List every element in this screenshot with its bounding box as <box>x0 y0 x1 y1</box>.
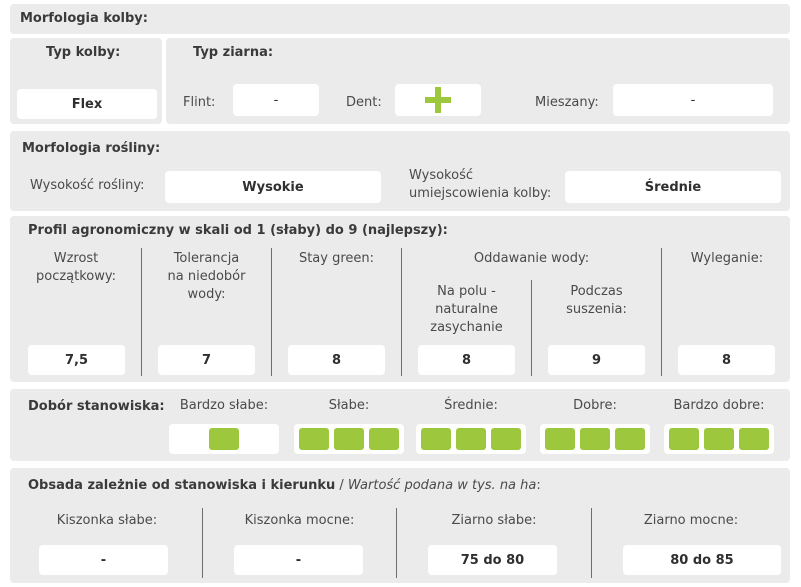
dobor-title: Dobór stanowiska: <box>28 399 165 414</box>
dobor-rating-srednie <box>416 424 526 454</box>
morfologia-rosliny-title: Morfologia rośliny: <box>22 141 160 156</box>
profil-value-wyleganie: 8 <box>678 345 775 375</box>
dobor-rating-slabe <box>294 424 404 454</box>
profil-label-podczas-suszenia: Podczas <box>532 284 661 299</box>
obsada-title-colon: : <box>536 478 540 493</box>
rating-square <box>580 428 610 450</box>
obsada-value-kiszonka-slabe: - <box>39 545 168 575</box>
dobor-rating-bardzo-slabe <box>169 424 279 454</box>
obsada-value-kiszonka-mocne: - <box>234 545 363 575</box>
obsada-label-ziarno-slabe: Ziarno słabe: <box>397 513 591 528</box>
obsada-label-kiszonka-mocne: Kiszonka mocne: <box>203 513 396 528</box>
profil-label-tolerancja: na niedobór <box>142 269 271 284</box>
dent-value <box>395 84 481 116</box>
profil-label-stay-green: Stay green: <box>272 251 401 266</box>
profil-divider <box>141 248 142 376</box>
rating-square <box>615 428 645 450</box>
dobor-label-bardzo-dobre: Bardzo dobre: <box>659 398 779 413</box>
rating-square <box>369 428 399 450</box>
profil-label-wzrost: Wzrost <box>12 251 140 266</box>
obsada-label-ziarno-mocne: Ziarno mocne: <box>592 513 790 528</box>
rating-square <box>704 428 734 450</box>
dobor-rating-dobre <box>540 424 650 454</box>
dobor-rating-bardzo-dobre <box>664 424 774 454</box>
mieszany-label: Mieszany: <box>535 95 599 110</box>
profil-label-tolerancja: Tolerancja <box>142 251 271 266</box>
flint-label: Flint: <box>183 95 215 110</box>
rating-square <box>739 428 769 450</box>
rating-square <box>421 428 451 450</box>
dobor-label-srednie: Średnie: <box>411 398 531 413</box>
profil-value-podczas-suszenia: 9 <box>548 345 645 375</box>
typ-kolby-value: Flex <box>17 89 157 119</box>
profil-label-na-polu: zasychanie <box>402 320 531 335</box>
rating-square <box>456 428 486 450</box>
profil-label-tolerancja: wody: <box>142 287 271 302</box>
wysokosc-rosliny-label: Wysokość rośliny: <box>30 178 145 193</box>
dobor-label-bardzo-slabe: Bardzo słabe: <box>164 398 284 413</box>
rating-square <box>491 428 521 450</box>
obsada-title-main: Obsada zależnie od stanowiska i kierunku <box>28 478 335 493</box>
wysokosc-kolby-label-line2: umiejscowienia kolby: <box>409 186 551 201</box>
profil-label-podczas-suszenia: suszenia: <box>532 302 661 317</box>
obsada-value-ziarno-slabe: 75 do 80 <box>428 545 557 575</box>
profil-label-na-polu: Na polu - <box>402 284 531 299</box>
morfologia-kolby-title: Morfologia kolby: <box>20 11 148 26</box>
rating-square <box>669 428 699 450</box>
profil-label-wzrost: początkowy: <box>12 269 140 284</box>
flint-value: - <box>233 84 319 116</box>
profil-title: Profil agronomiczny w skali od 1 (słaby)… <box>28 223 448 238</box>
wysokosc-kolby-value: Średnie <box>565 171 781 203</box>
dobor-label-dobre: Dobre: <box>535 398 655 413</box>
profil-divider <box>661 248 662 376</box>
profil-panel <box>10 216 790 382</box>
plus-icon <box>425 87 451 113</box>
dent-label: Dent: <box>346 95 382 110</box>
typ-ziarna-label: Typ ziarna: <box>193 45 273 60</box>
rating-square <box>334 428 364 450</box>
profil-label-wyleganie: Wyleganie: <box>662 251 792 266</box>
mieszany-value: - <box>613 84 773 116</box>
profil-value-tolerancja: 7 <box>158 345 255 375</box>
obsada-value-ziarno-mocne: 80 do 85 <box>623 545 781 575</box>
wysokosc-rosliny-value: Wysokie <box>165 171 381 203</box>
rating-square <box>299 428 329 450</box>
oddawanie-wody-label: Oddawanie wody: <box>402 251 661 266</box>
obsada-title: Obsada zależnie od stanowiska i kierunku… <box>28 478 541 493</box>
wysokosc-kolby-label-line1: Wysokość <box>409 168 473 183</box>
typ-kolby-label: Typ kolby: <box>46 45 120 60</box>
obsada-title-note: Wartość podana w tys. na ha <box>348 478 536 493</box>
obsada-label-kiszonka-slabe: Kiszonka słabe: <box>12 513 202 528</box>
rating-square <box>209 428 239 450</box>
profil-value-na-polu: 8 <box>418 345 515 375</box>
profil-divider <box>271 248 272 376</box>
obsada-title-separator: / <box>335 478 348 493</box>
dobor-label-slabe: Słabe: <box>289 398 409 413</box>
rating-square <box>545 428 575 450</box>
profil-value-stay-green: 8 <box>288 345 385 375</box>
profil-value-wzrost: 7,5 <box>28 345 125 375</box>
profil-label-na-polu: naturalne <box>402 302 531 317</box>
